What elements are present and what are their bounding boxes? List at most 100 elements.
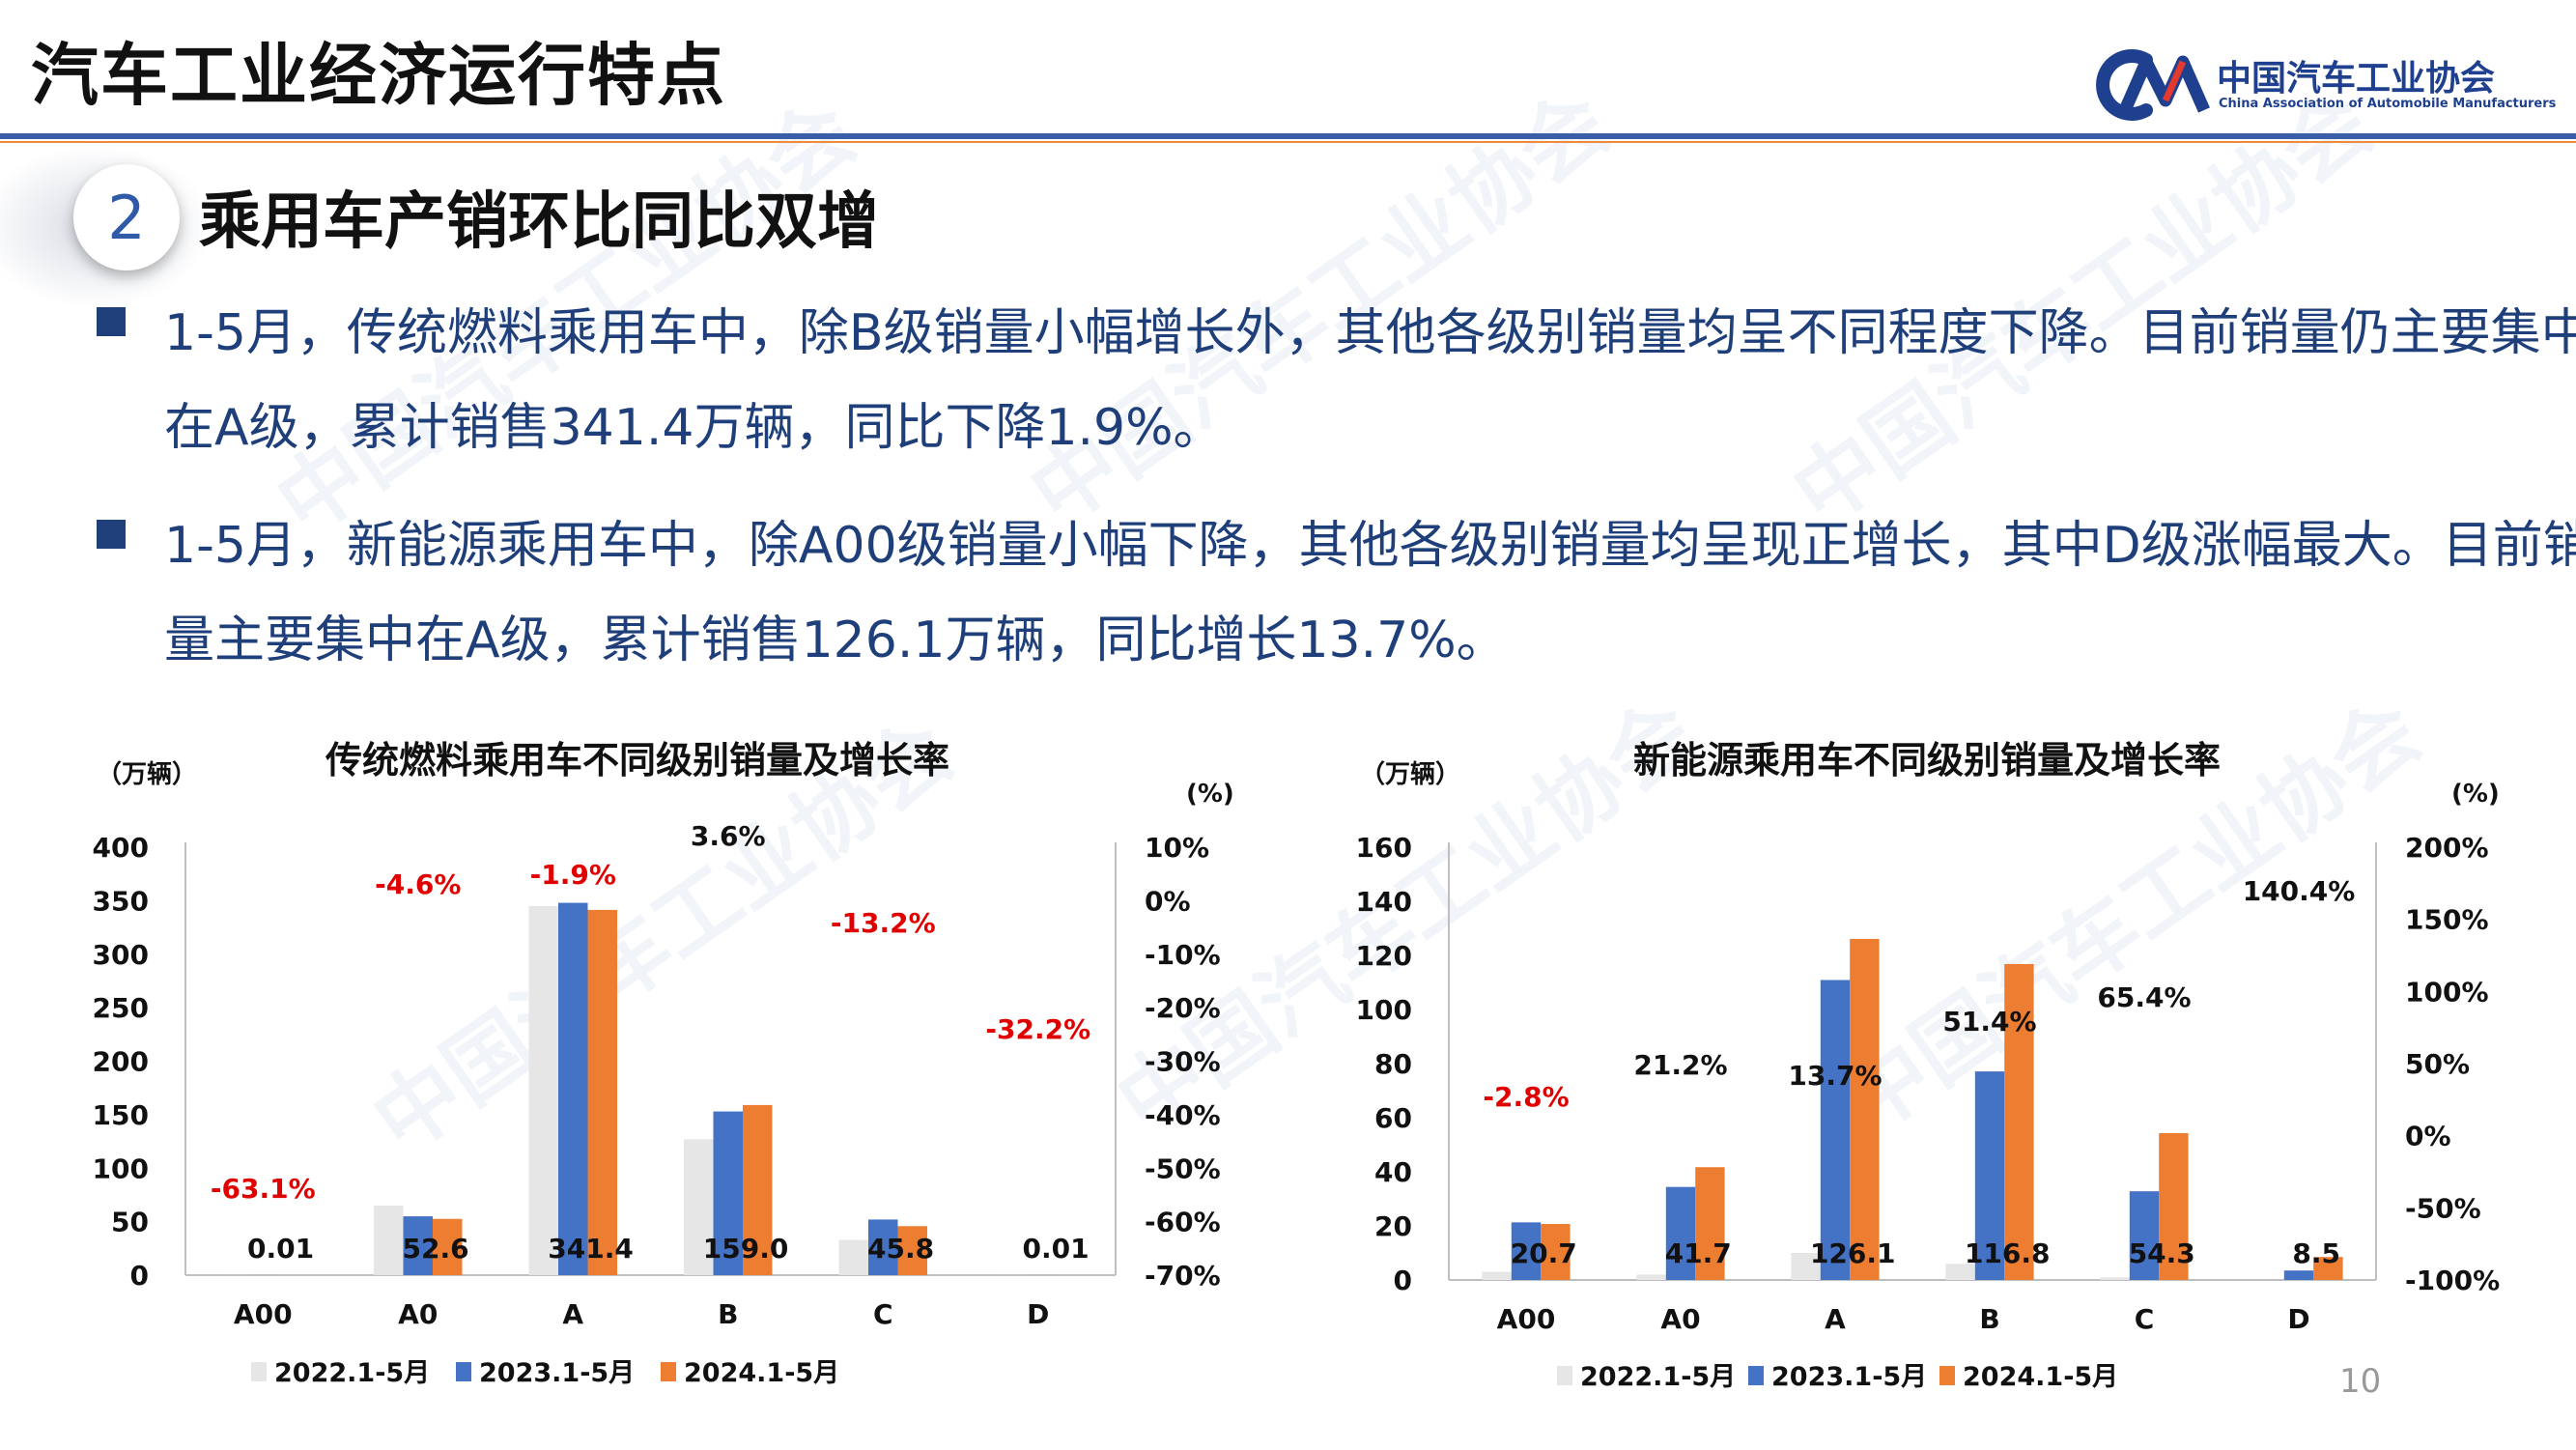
y-tick-label-left: 0 (130, 1260, 149, 1292)
chart-traditional-fuel: 传统燃料乘用车不同级别销量及增长率 （万辆） (%) 0 50 100 150 200 250 3… (93, 739, 1234, 1388)
bullet-square-icon (97, 520, 126, 549)
data-label: 0.01 (247, 1233, 314, 1265)
bar-B-2024.1-5月 (742, 1104, 773, 1275)
y-tick-label-left: 140 (1356, 886, 1412, 918)
x-tick-label: A00 (1497, 1303, 1556, 1335)
legend-label: 2024.1-5月 (1963, 1362, 2118, 1392)
bar-A-2023.1-5月 (558, 902, 588, 1275)
chart-new-energy: 新能源乘用车不同级别销量及增长率 （万辆） (%) 0 20 40 60 80 100 120 14… (1356, 739, 2501, 1392)
data-label: 341.4 (548, 1233, 634, 1265)
bullet-square-icon (97, 307, 126, 336)
bar-A00-2024.1-5月 (1541, 1224, 1571, 1280)
x-tick-label: D (1027, 1298, 1049, 1330)
logo: 中国汽车工业协会 China Association of Automobile… (2086, 46, 2556, 124)
y-tick-label-left: 40 (1374, 1156, 1412, 1188)
bar-A-2024.1-5月 (587, 909, 617, 1275)
legend-swatch (1557, 1366, 1572, 1385)
x-tick-label: A0 (398, 1298, 438, 1330)
legend-swatch (456, 1362, 471, 1381)
bar-C-2022.1-5月 (2100, 1277, 2130, 1280)
y-axis-label-right: (%) (1186, 780, 1234, 809)
y-tick-label-left: 50 (111, 1207, 149, 1238)
bar-B-2024.1-5月 (2004, 963, 2034, 1280)
y-tick-label-right: 50% (2405, 1048, 2470, 1080)
x-tick-label: A0 (1660, 1303, 1700, 1335)
y-tick-label-left: 350 (93, 885, 149, 917)
y-tick-label-left: 300 (93, 939, 149, 971)
bar-A0-2022.1-5月 (1636, 1274, 1666, 1280)
bar-A-2023.1-5月 (1820, 980, 1851, 1280)
x-tick-label: B (718, 1298, 738, 1330)
legend-label: 2023.1-5月 (1771, 1362, 1927, 1392)
y-tick-label-right: 100% (2405, 976, 2489, 1008)
data-label: 116.8 (1965, 1237, 2051, 1269)
y-tick-label-left: 120 (1356, 940, 1412, 972)
chart-title: 新能源乘用车不同级别销量及增长率 (1633, 739, 2221, 782)
bullet-text: 1-5月，新能源乘用车中，除A00级销量小幅下降，其他各级别销量均呈现正增长，其… (164, 517, 2576, 669)
y-tick-label-right: -70% (1145, 1260, 1221, 1292)
bar-A0-2024.1-5月 (1695, 1167, 1725, 1280)
y-tick-label-right: -40% (1145, 1099, 1221, 1131)
legend-label: 2022.1-5月 (274, 1358, 430, 1388)
bar-C-2023.1-5月 (868, 1219, 898, 1275)
y-tick-label-right: -60% (1145, 1207, 1221, 1238)
y-tick-label-left: 0 (1394, 1265, 1412, 1296)
bar-B-2023.1-5月 (713, 1111, 743, 1275)
data-label: 20.7 (1511, 1237, 1577, 1269)
bar-C-2024.1-5月 (897, 1226, 927, 1275)
legend-swatch (1748, 1366, 1764, 1385)
growth-rate-label: -63.1% (211, 1173, 316, 1205)
x-tick-label: A00 (234, 1298, 293, 1330)
page-title: 汽车工业经济运行特点 (31, 36, 726, 115)
y-axis-label-left: （万辆） (1360, 760, 1460, 789)
y-tick-label-left: 160 (1356, 832, 1412, 864)
y-tick-label-left: 20 (1374, 1210, 1412, 1242)
section-number: 2 (73, 164, 180, 270)
legend-swatch (251, 1362, 267, 1381)
bar-D-2023.1-5月 (2283, 1270, 2314, 1280)
page-number: 10 (2339, 1362, 2382, 1401)
data-label: 52.6 (403, 1233, 469, 1265)
bar-A-2024.1-5月 (1850, 938, 1880, 1280)
logo-text-en: China Association of Automobile Manufact… (2219, 97, 2557, 111)
y-tick-label-left: 60 (1374, 1102, 1412, 1134)
growth-rate-label: -32.2% (985, 1013, 1090, 1045)
y-tick-label-left: 150 (93, 1099, 149, 1131)
y-tick-label-right: -100% (2405, 1265, 2500, 1296)
bar-A0-2023.1-5月 (403, 1216, 433, 1275)
growth-rate-label: -2.8% (1483, 1081, 1569, 1113)
legend-label: 2024.1-5月 (684, 1358, 839, 1388)
x-tick-label: B (1979, 1303, 1999, 1335)
growth-rate-label: 51.4% (1942, 1006, 2036, 1038)
x-tick-label: A (1825, 1303, 1846, 1335)
bar-B-2022.1-5月 (684, 1139, 714, 1275)
legend-label: 2022.1-5月 (1580, 1362, 1736, 1392)
y-tick-label-right: -10% (1145, 939, 1221, 971)
bar-C-2022.1-5月 (838, 1239, 869, 1275)
caam-logo-icon (2096, 49, 2210, 121)
data-label: 41.7 (1665, 1237, 1732, 1269)
x-tick-label: D (2287, 1303, 2309, 1335)
data-label: 126.1 (1810, 1237, 1896, 1269)
y-tick-label-right: 0% (1145, 885, 1191, 917)
x-tick-label: A (562, 1298, 583, 1330)
x-tick-label: C (2135, 1303, 2155, 1335)
bar-A-2022.1-5月 (528, 905, 559, 1275)
y-tick-label-left: 80 (1374, 1048, 1412, 1080)
growth-rate-label: -1.9% (530, 859, 616, 891)
logo-text-cn: 中国汽车工业协会 (2217, 59, 2496, 99)
y-tick-label-right: -50% (1145, 1152, 1221, 1184)
y-tick-label-left: 100 (93, 1152, 149, 1184)
bullet-text: 1-5月，传统燃料乘用车中，除B级销量小幅增长外，其他各级别销量均呈不同程度下降… (164, 304, 2576, 457)
y-tick-label-left: 250 (93, 992, 149, 1024)
y-tick-label-left: 100 (1356, 994, 1412, 1026)
bar-C-2023.1-5月 (2129, 1191, 2160, 1280)
bar-D-2024.1-5月 (2313, 1257, 2343, 1280)
bar-C-2024.1-5月 (2159, 1132, 2189, 1280)
y-tick-label-left: 200 (93, 1046, 149, 1078)
x-tick-label: C (873, 1298, 893, 1330)
growth-rate-label: 21.2% (1633, 1049, 1727, 1081)
y-tick-label-right: 150% (2405, 904, 2489, 936)
header-divider (0, 133, 2576, 139)
data-label: 54.3 (2129, 1237, 2195, 1269)
